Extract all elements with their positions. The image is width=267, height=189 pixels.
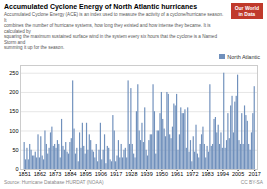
svg-text:2017: 2017 bbox=[249, 171, 261, 177]
svg-text:2005: 2005 bbox=[232, 171, 244, 177]
svg-text:1895: 1895 bbox=[80, 171, 92, 177]
svg-text:1939: 1939 bbox=[140, 171, 152, 177]
svg-text:1928: 1928 bbox=[125, 171, 137, 177]
html-text:CC BY-SA: CC BY-SA bbox=[240, 179, 263, 185]
svg-text:1961: 1961 bbox=[171, 171, 183, 177]
svg-text:200: 200 bbox=[9, 89, 18, 95]
svg-text:1994: 1994 bbox=[217, 171, 229, 177]
svg-text:50: 50 bbox=[12, 147, 18, 153]
html-text:North Atlantic: North Atlantic bbox=[227, 53, 260, 60]
svg-text:1983: 1983 bbox=[201, 171, 213, 177]
svg-text:1917: 1917 bbox=[110, 171, 122, 177]
svg-text:1950: 1950 bbox=[156, 171, 168, 177]
svg-text:1873: 1873 bbox=[49, 171, 61, 177]
html-text:Our World in Data: Our World in Data bbox=[234, 5, 259, 17]
svg-text:1884: 1884 bbox=[64, 171, 76, 177]
html-text:Source: Hurricane Database HUR: Source: Hurricane Database HURDAT (NOAA) bbox=[4, 179, 104, 185]
svg-text:0: 0 bbox=[15, 165, 19, 172]
svg-text:1862: 1862 bbox=[34, 171, 46, 177]
svg-text:1972: 1972 bbox=[186, 171, 198, 177]
svg-text:250: 250 bbox=[9, 70, 18, 76]
svg-text:1851: 1851 bbox=[19, 171, 31, 177]
svg-text:1906: 1906 bbox=[95, 171, 107, 177]
html-text:Accumulated Cyclone Energy (AC: Accumulated Cyclone Energy (ACE) is an i… bbox=[4, 12, 224, 50]
svg-text:100: 100 bbox=[9, 127, 18, 133]
svg-text:150: 150 bbox=[9, 108, 18, 114]
html-text:Accumulated Cyclone Energy of: Accumulated Cyclone Energy of North Atla… bbox=[4, 3, 198, 10]
